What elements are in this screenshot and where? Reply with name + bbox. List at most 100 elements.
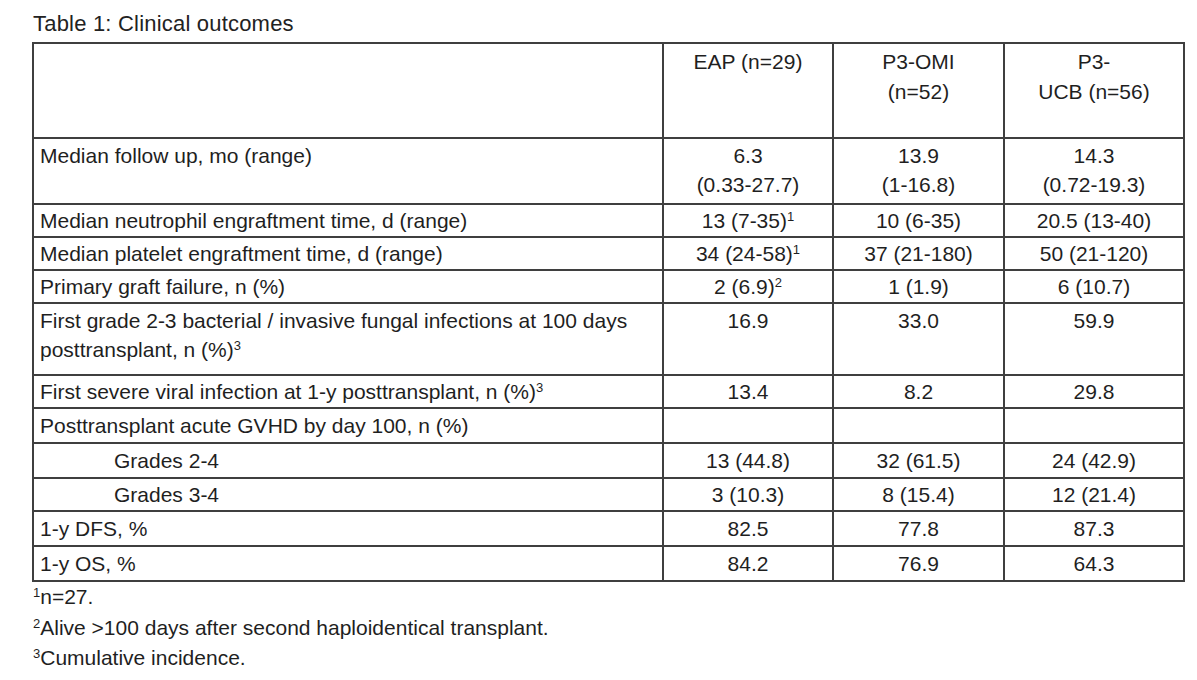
footnote-1: 1n=27. — [33, 582, 549, 613]
row-label-text: First severe viral infection at 1-y post… — [40, 380, 536, 403]
table-cell: 13 (44.8) — [663, 443, 833, 478]
cell-value: 59.9 — [1074, 309, 1115, 332]
table-row-severe-viral-infection: First severe viral infection at 1-y post… — [33, 375, 1184, 408]
cell-value: 13.4 — [728, 380, 769, 403]
row-label: Median follow up, mo (range) — [33, 138, 663, 204]
table-row-1y-os: 1-y OS, % 84.2 76.9 64.3 — [33, 546, 1184, 581]
table-cell: 2 (6.9)2 — [663, 270, 833, 303]
table-cell: 29.8 — [1004, 375, 1184, 408]
cell-value: 6 (10.7) — [1058, 275, 1130, 298]
cell-value: 12 (21.4) — [1052, 483, 1136, 506]
row-label-text: Median follow up, mo (range) — [40, 144, 312, 167]
footnote-text: Alive >100 days after second haploidenti… — [40, 616, 548, 639]
row-label-text: 1-y DFS, % — [40, 517, 147, 540]
table-cell: 10 (6-35) — [833, 204, 1004, 237]
cell-value: 2 (6.9) — [714, 275, 775, 298]
column-header-line: (n=52) — [840, 77, 997, 107]
cell-value: 37 (21-180) — [864, 242, 973, 265]
cell-value: 34 (24-58) — [696, 242, 793, 265]
row-label: 1-y OS, % — [33, 546, 663, 581]
cell-value: 64.3 — [1074, 552, 1115, 575]
table-cell: 6 (10.7) — [1004, 270, 1184, 303]
table-cell: 34 (24-58)1 — [663, 237, 833, 270]
row-label: Primary graft failure, n (%) — [33, 270, 663, 303]
table-cell: 82.5 — [663, 511, 833, 546]
cell-value: (1-16.8) — [840, 170, 997, 199]
table-cell: 3 (10.3) — [663, 478, 833, 511]
cell-value: 13 (7-35) — [702, 209, 787, 232]
row-label: First severe viral infection at 1-y post… — [33, 375, 663, 408]
table-cell: 13.9 (1-16.8) — [833, 138, 1004, 204]
superscript: 2 — [775, 275, 782, 290]
table-cell: 20.5 (13-40) — [1004, 204, 1184, 237]
row-label-text: Median neutrophil engraftment time, d (r… — [40, 209, 467, 232]
table-cell: 50 (21-120) — [1004, 237, 1184, 270]
footnote-text: Cumulative incidence. — [40, 646, 245, 669]
cell-value: 29.8 — [1074, 380, 1115, 403]
table-cell: 16.9 — [663, 303, 833, 375]
row-label: Median platelet engraftment time, d (ran… — [33, 237, 663, 270]
table-row-acute-gvhd: Posttransplant acute GVHD by day 100, n … — [33, 408, 1184, 443]
column-header-empty — [33, 43, 663, 138]
cell-value: 8 (15.4) — [882, 483, 954, 506]
table-row-grades-2-4: Grades 2-4 13 (44.8) 32 (61.5) 24 (42.9) — [33, 443, 1184, 478]
row-label: Median neutrophil engraftment time, d (r… — [33, 204, 663, 237]
table-cell: 13.4 — [663, 375, 833, 408]
superscript: 1 — [787, 209, 794, 224]
superscript: 1 — [793, 242, 800, 257]
cell-value: 32 (61.5) — [876, 449, 960, 472]
table-cell: 13 (7-35)1 — [663, 204, 833, 237]
cell-value: (0.33-27.7) — [670, 170, 826, 199]
footnote-2: 2Alive >100 days after second haploident… — [33, 613, 549, 644]
column-header-line: P3-OMI — [840, 47, 997, 77]
document-page: Table 1: Clinical outcomes EAP (n=29) P3… — [0, 0, 1197, 680]
row-label: 1-y DFS, % — [33, 511, 663, 546]
cell-value: 3 (10.3) — [712, 483, 784, 506]
row-label: First grade 2-3 bacterial / invasive fun… — [33, 303, 663, 375]
table-cell: 76.9 — [833, 546, 1004, 581]
cell-value: 13 (44.8) — [706, 449, 790, 472]
row-label-text: Posttransplant acute GVHD by day 100, n … — [40, 414, 468, 437]
table-cell: 77.8 — [833, 511, 1004, 546]
cell-value: 16.9 — [728, 309, 769, 332]
table-cell-empty — [1004, 408, 1184, 443]
row-label: Posttransplant acute GVHD by day 100, n … — [33, 408, 663, 443]
column-header-line: EAP (n=29) — [670, 47, 826, 77]
row-label: Grades 3-4 — [33, 478, 663, 511]
table-cell: 8 (15.4) — [833, 478, 1004, 511]
cell-value: 6.3 — [670, 141, 826, 170]
table-row-platelet-engraftment: Median platelet engraftment time, d (ran… — [33, 237, 1184, 270]
table-cell-empty — [833, 408, 1004, 443]
cell-value: 13.9 — [840, 141, 997, 170]
superscript: 2 — [33, 616, 40, 631]
superscript: 3 — [33, 646, 40, 661]
cell-value: 24 (42.9) — [1052, 449, 1136, 472]
column-header-line: UCB (n=56) — [1011, 77, 1177, 107]
footnote-3: 3Cumulative incidence. — [33, 643, 549, 674]
cell-value: 1 (1.9) — [888, 275, 949, 298]
table-cell: 37 (21-180) — [833, 237, 1004, 270]
row-label: Grades 2-4 — [33, 443, 663, 478]
superscript: 3 — [536, 380, 543, 395]
column-header-p3-omi: P3-OMI (n=52) — [833, 43, 1004, 138]
table-cell: 6.3 (0.33-27.7) — [663, 138, 833, 204]
cell-value: 77.8 — [898, 517, 939, 540]
table-cell-empty — [663, 408, 833, 443]
row-label-text: First grade 2-3 bacterial / invasive fun… — [40, 309, 627, 361]
superscript: 3 — [234, 338, 241, 353]
table-row-graft-failure: Primary graft failure, n (%) 2 (6.9)2 1 … — [33, 270, 1184, 303]
cell-value: 20.5 (13-40) — [1037, 209, 1151, 232]
table-cell: 87.3 — [1004, 511, 1184, 546]
row-label-text: Grades 3-4 — [114, 483, 219, 506]
table-row-median-follow-up: Median follow up, mo (range) 6.3 (0.33-2… — [33, 138, 1184, 204]
row-label-text: Median platelet engraftment time, d (ran… — [40, 242, 443, 265]
table-cell: 32 (61.5) — [833, 443, 1004, 478]
table-cell: 12 (21.4) — [1004, 478, 1184, 511]
footnote-text: n=27. — [40, 585, 93, 608]
header-row: EAP (n=29) P3-OMI (n=52) P3- UCB (n=56) — [33, 43, 1184, 138]
superscript: 1 — [33, 585, 40, 600]
column-header-p3-ucb: P3- UCB (n=56) — [1004, 43, 1184, 138]
cell-value: 8.2 — [904, 380, 933, 403]
table-cell: 59.9 — [1004, 303, 1184, 375]
table-cell: 14.3 (0.72-19.3) — [1004, 138, 1184, 204]
